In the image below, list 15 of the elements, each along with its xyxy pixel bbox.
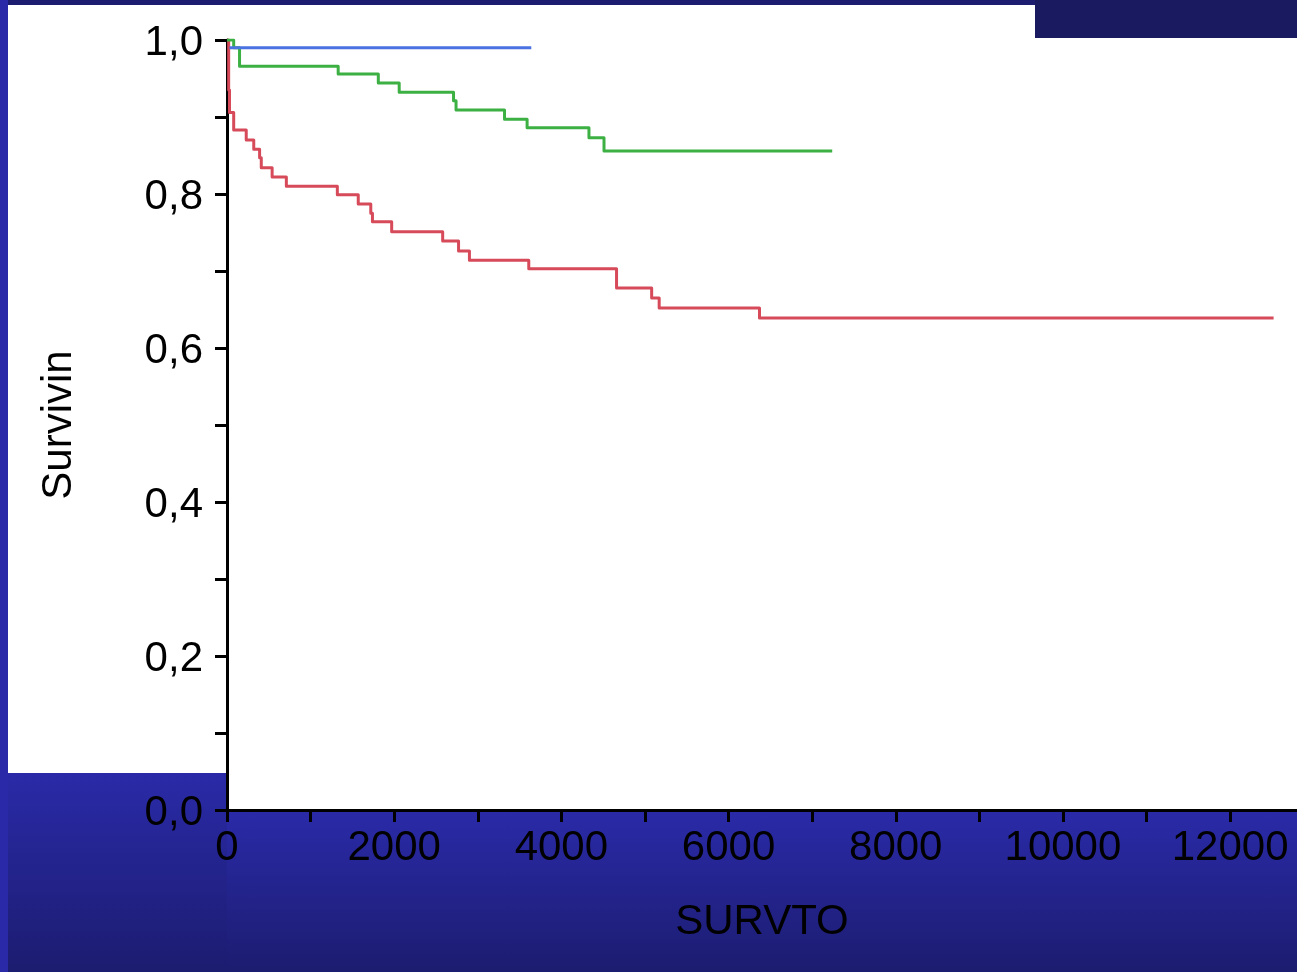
y-tick-label: 0,4 (144, 478, 203, 526)
x-tick-label: 10000 (1004, 821, 1122, 869)
x-tick-label: 0 (215, 821, 239, 869)
y-axis-title: Survivin (32, 350, 80, 500)
x-tick-label: 8000 (849, 821, 943, 869)
x-tick-label: 6000 (681, 821, 776, 869)
y-tick-label: 0,0 (144, 786, 203, 834)
y-tick-label: 0,6 (144, 324, 203, 372)
x-tick-label: 12000 (1171, 821, 1289, 869)
x-tick-label: 2000 (347, 821, 441, 869)
y-tick-label: 1,0 (144, 16, 203, 64)
y-tick-label: 0,2 (144, 632, 203, 680)
x-axis-title: SURVTO (675, 895, 849, 943)
x-tick-label: 4000 (514, 821, 609, 869)
y-tick-label: 0,8 (144, 170, 203, 218)
